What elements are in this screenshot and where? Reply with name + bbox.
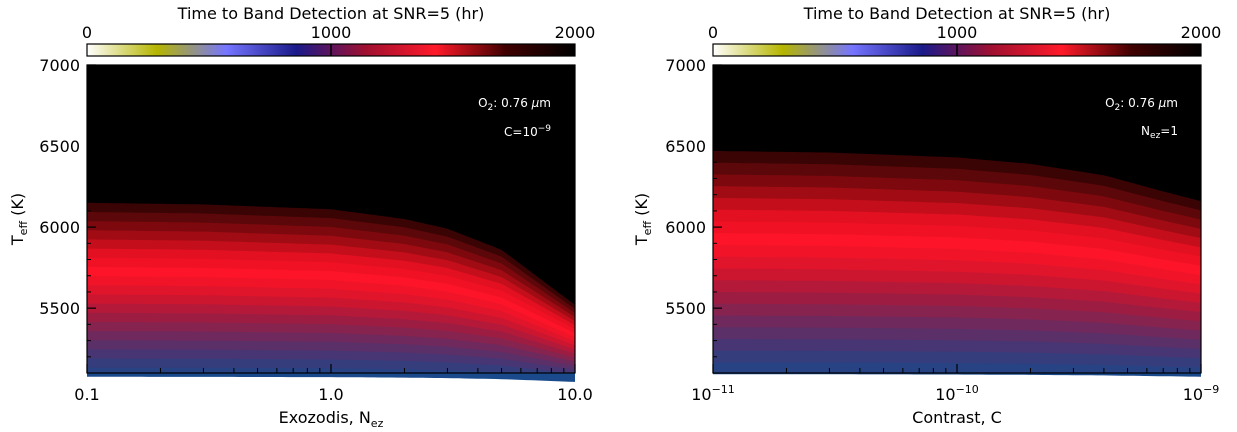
- right-y-tick-label-0: 5500: [665, 299, 706, 318]
- left-annotation-band: O2: 0.76 μm: [478, 96, 551, 113]
- left-colorbar-tick-2: 2000: [555, 23, 596, 42]
- right-colorbar-tick-1: 1000: [937, 23, 978, 42]
- right-annotation-distance: d=3.7 pc: [1123, 109, 1178, 123]
- left-annotation-contrast: C=10−9: [504, 124, 551, 139]
- left-colorbar-tick-0: 0: [82, 23, 92, 42]
- right-colorbar-tick-2: 2000: [1181, 23, 1222, 42]
- right-x-tick-label-2: 10−9: [1183, 383, 1220, 404]
- left-colorbar-tick-1: 1000: [311, 23, 352, 42]
- left-contour-band-19: [87, 373, 575, 382]
- right-axes: 5500 6000 6500 7000 10−11 10−10 10−9: [665, 56, 1219, 404]
- right-y-tick-label-3: 7000: [665, 56, 706, 75]
- right-y-tick-label-2: 6500: [665, 137, 706, 156]
- left-x-tick-label-0: 0.1: [74, 385, 99, 404]
- right-y-axis-label: Teff (K): [632, 193, 654, 246]
- right-x-axis-label: Contrast, C: [912, 408, 1002, 427]
- left-annotation: Super-Earth O2: 0.76 μm d=3.7 pc C=10−9 …: [478, 83, 551, 154]
- right-x-tick-label-1: 10−10: [935, 383, 979, 404]
- left-panel: Time to Band Detection at SNR=5 (hr) 0 1…: [8, 4, 595, 430]
- left-annotation-planet: Super-Earth: [480, 83, 551, 97]
- right-plot-area: [713, 65, 1201, 377]
- left-plot-area: [87, 65, 575, 382]
- left-annotation-diameter: D=2 m: [509, 140, 551, 154]
- right-annotation-exozodi: Nez=1: [1141, 124, 1178, 141]
- left-y-tick-label-1: 6000: [39, 218, 80, 237]
- right-annotation-diameter: D=2 m: [1136, 140, 1178, 154]
- right-colorbar-tick-0: 0: [708, 23, 718, 42]
- right-y-tick-label-1: 6000: [665, 218, 706, 237]
- right-contour-band-19: [713, 373, 1201, 377]
- left-x-axis-label: Exozodis, Nez: [279, 408, 384, 430]
- left-y-tick-label-2: 6500: [39, 137, 80, 156]
- left-colorbar-title: Time to Band Detection at SNR=5 (hr): [177, 4, 485, 23]
- left-y-axis-label: Teff (K): [8, 193, 30, 246]
- right-annotation-band: O2: 0.76 μm: [1105, 96, 1178, 113]
- left-axes: 5500 6000 6500 7000 0.1 1.0 10.0: [39, 56, 593, 404]
- left-x-tick-label-1: 1.0: [318, 385, 343, 404]
- left-y-tick-label-3: 7000: [39, 56, 80, 75]
- right-panel: Time to Band Detection at SNR=5 (hr) 0 1…: [632, 4, 1221, 427]
- right-annotation: Super-Earth O2: 0.76 μm d=3.7 pc Nez=1 D…: [1105, 83, 1178, 154]
- left-x-tick-label-2: 10.0: [557, 385, 593, 404]
- right-annotation-planet: Super-Earth: [1107, 83, 1178, 97]
- left-y-tick-label-0: 5500: [39, 299, 80, 318]
- right-colorbar-title: Time to Band Detection at SNR=5 (hr): [803, 4, 1111, 23]
- right-x-tick-label-0: 10−11: [691, 383, 735, 404]
- left-annotation-distance: d=3.7 pc: [496, 109, 551, 123]
